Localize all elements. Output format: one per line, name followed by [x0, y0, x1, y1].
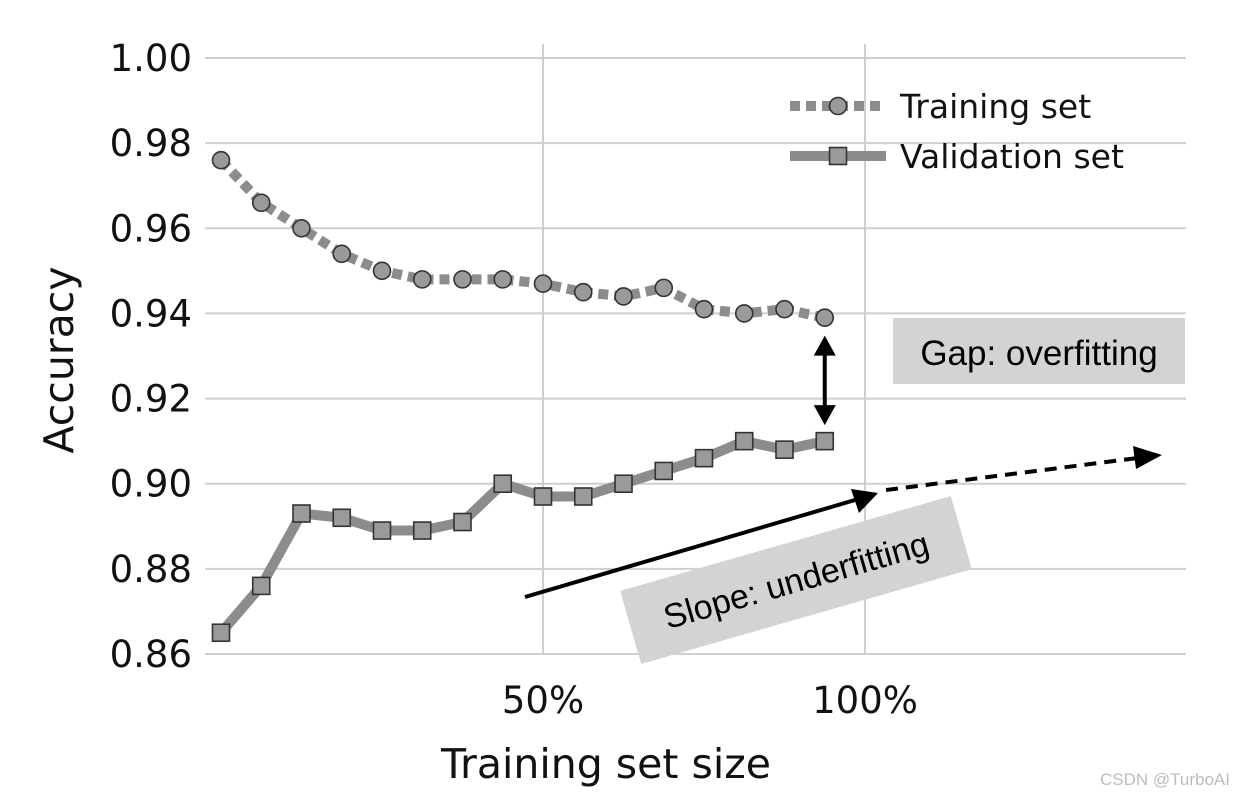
validation-point [211, 623, 231, 643]
x-tick-label: 100% [812, 679, 918, 722]
gap-label-box [893, 318, 1185, 384]
training-point [211, 150, 231, 170]
legend-marker-training [828, 96, 848, 116]
training-point [292, 218, 311, 238]
training-point [372, 261, 392, 281]
training-point [815, 308, 835, 327]
validation-point [251, 576, 271, 596]
training-point [533, 274, 553, 293]
legend-label: Validation set [900, 137, 1124, 176]
x-tick-label: 50% [502, 679, 584, 722]
slope-label-group: Slope: underfitting [620, 496, 972, 664]
validation-point [533, 487, 553, 506]
slope-label-box [620, 496, 972, 664]
validation-point [573, 487, 593, 506]
validation-point [493, 474, 513, 494]
training-point [251, 193, 271, 213]
annotations: Gap: overfitting Slope: underfitting [524, 318, 1185, 664]
training-point [453, 270, 472, 289]
training-point [614, 287, 633, 306]
validation-point [775, 440, 794, 459]
y-tick-label: 0.92 [110, 378, 192, 421]
gap-arrow-head-bottom [813, 405, 836, 426]
series-line-validation [217, 436, 826, 636]
training-point [654, 278, 674, 298]
y-tick-label: 0.98 [110, 122, 192, 165]
training-point [573, 282, 593, 302]
training-point [412, 270, 432, 289]
validation-point [372, 521, 392, 540]
validation-point [614, 474, 633, 494]
x-axis-label: Training set size [440, 740, 771, 788]
watermark: CSDN @TurboAI [1100, 770, 1230, 789]
validation-point [412, 521, 432, 540]
slope-arrow-dashed [885, 456, 1139, 492]
y-axis-label: Accuracy [35, 266, 83, 453]
y-tick-label: 1.00 [110, 37, 192, 80]
training-point [493, 270, 513, 289]
validation-point [332, 508, 352, 528]
validation-point [654, 461, 674, 481]
legend-label: Training set [899, 87, 1091, 126]
validation-point [694, 448, 714, 468]
y-tick-label: 0.94 [110, 292, 192, 335]
training-point [775, 299, 794, 319]
validation-point [453, 512, 472, 532]
y-tick-label: 0.86 [110, 633, 192, 676]
validation-point [292, 504, 311, 523]
series-line-training [217, 156, 826, 323]
validation-point [734, 431, 754, 451]
training-point [694, 299, 714, 319]
training-point [734, 304, 754, 323]
slope-arrow-head [851, 489, 878, 513]
y-tick-label: 0.90 [110, 463, 192, 506]
axes: 0.86 0.88 0.90 0.92 0.94 0.96 0.98 1.00 50% 100% T… [35, 37, 918, 788]
slope-arrow-solid [524, 498, 856, 599]
training-point [332, 244, 352, 264]
y-tick-label: 0.96 [110, 207, 192, 250]
validation-point [815, 431, 835, 451]
series-layer [211, 150, 835, 643]
gap-arrow-head-top [813, 335, 836, 356]
gap-label: Gap: overfitting [920, 334, 1157, 373]
legend: Training set Validation set [790, 87, 1124, 176]
y-tick-label: 0.88 [110, 548, 192, 591]
legend-marker-validation [828, 146, 848, 166]
slope-arrow-head-end [1133, 446, 1162, 469]
